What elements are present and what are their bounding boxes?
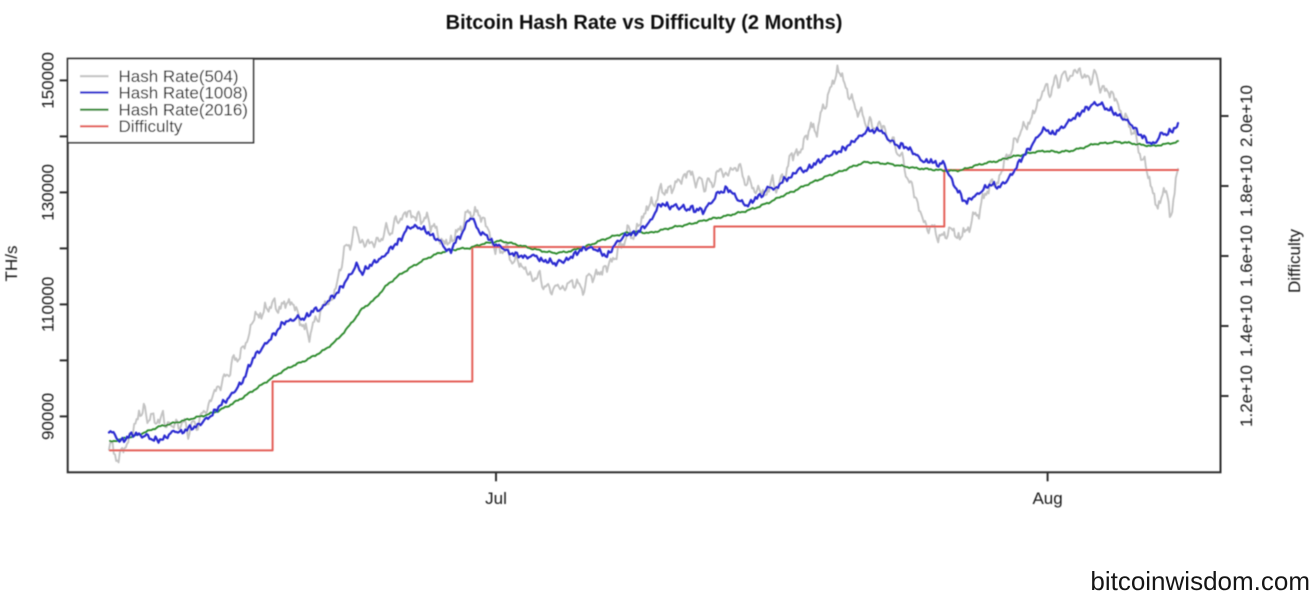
svg-text:TH/s: TH/s (2, 246, 21, 282)
svg-text:Hash Rate(504): Hash Rate(504) (119, 67, 239, 86)
svg-text:Bitcoin Hash Rate vs Difficult: Bitcoin Hash Rate vs Difficulty (2 Month… (446, 12, 843, 34)
svg-text:Aug: Aug (1032, 489, 1062, 508)
svg-text:110000: 110000 (39, 277, 58, 332)
svg-text:Difficulty: Difficulty (1285, 229, 1304, 293)
svg-text:90000: 90000 (39, 393, 58, 440)
svg-text:1.6e+10: 1.6e+10 (1237, 225, 1256, 287)
svg-text:Jul: Jul (485, 489, 507, 508)
svg-text:150000: 150000 (39, 52, 58, 109)
svg-text:bitcoinwisdom.com: bitcoinwisdom.com (1090, 566, 1309, 596)
svg-text:1.4e+10: 1.4e+10 (1237, 295, 1256, 357)
svg-text:1.8e+10: 1.8e+10 (1237, 155, 1256, 217)
svg-text:2.0e+10: 2.0e+10 (1237, 85, 1256, 147)
svg-text:Difficulty: Difficulty (119, 117, 183, 136)
svg-text:1.2e+10: 1.2e+10 (1237, 365, 1256, 427)
svg-text:Hash Rate(1008): Hash Rate(1008) (119, 84, 248, 103)
svg-text:Hash Rate(2016): Hash Rate(2016) (119, 101, 248, 120)
svg-text:130000: 130000 (39, 164, 58, 221)
